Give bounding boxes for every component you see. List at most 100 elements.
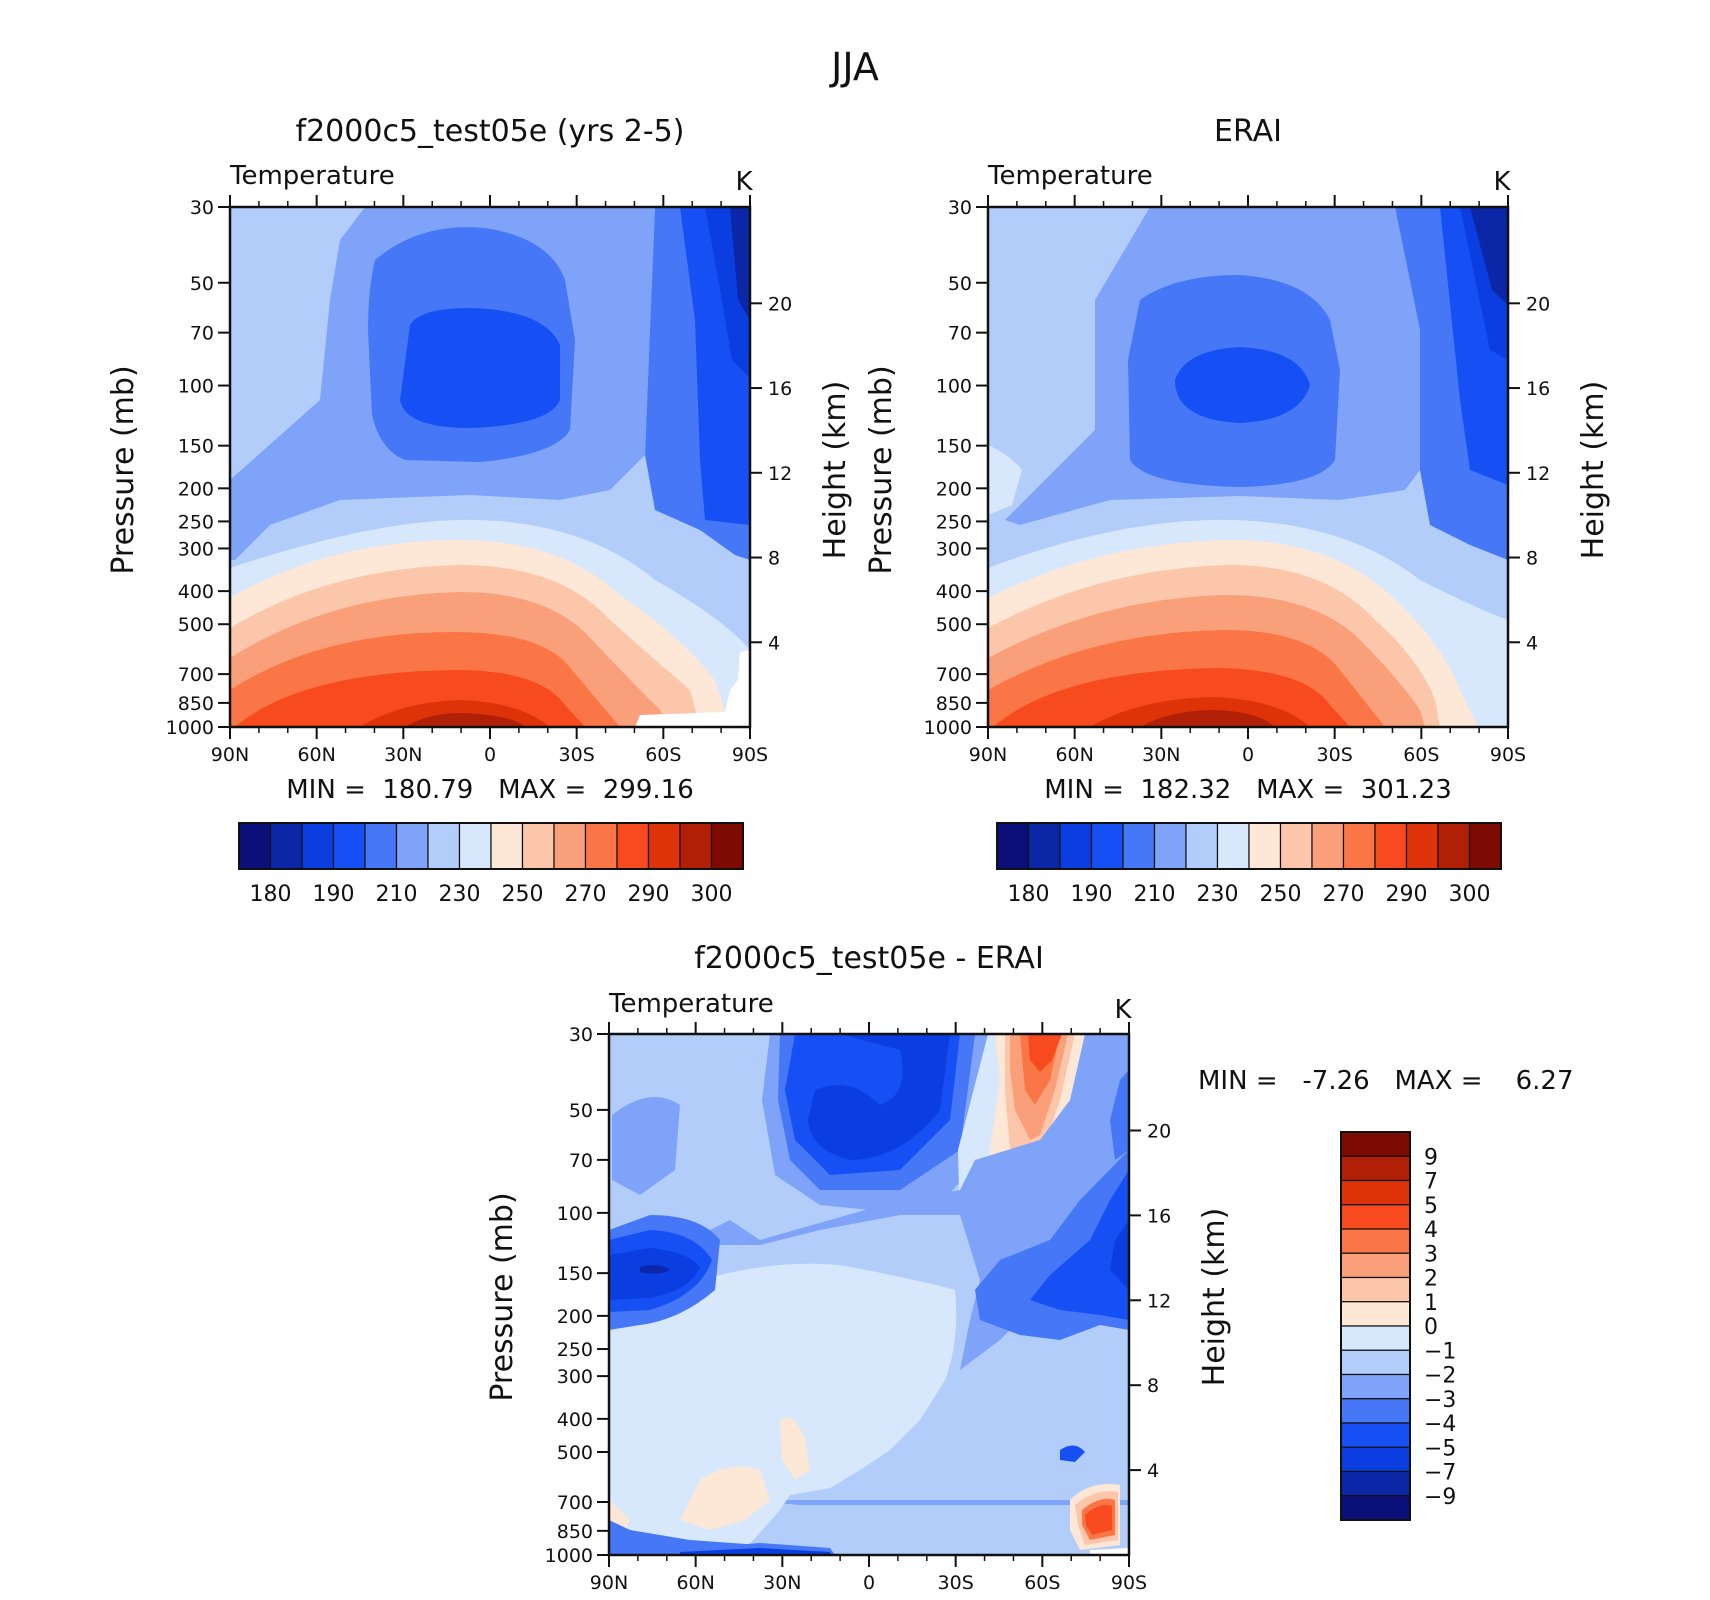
panel-model-stats: MIN = 180.79 MAX = 299.16 <box>286 775 693 805</box>
colorbar-label: −4 <box>1424 1412 1456 1437</box>
colorbar-label: 190 <box>313 882 355 907</box>
colorbar-box <box>1340 1155 1411 1182</box>
x-tick-label: 60S <box>645 744 681 766</box>
colorbar-label: 2 <box>1424 1267 1438 1292</box>
x-tick-label: 60S <box>1024 1572 1060 1594</box>
colorbar-label: 300 <box>1449 882 1491 907</box>
colorbar-box <box>1340 1470 1411 1497</box>
colorbar-box <box>1405 822 1439 870</box>
y-tick-label: 500 <box>936 614 972 636</box>
x-tick-label: 30N <box>1142 744 1180 766</box>
x-tick-label: 60N <box>1055 744 1093 766</box>
colorbar-label: 270 <box>565 882 607 907</box>
colorbar-box <box>1340 1446 1411 1473</box>
colorbar-label: 190 <box>1071 882 1113 907</box>
colorbar-box <box>1340 1422 1411 1448</box>
colorbar-label: 300 <box>691 882 733 907</box>
y-tick-label: 70 <box>569 1150 593 1172</box>
colorbar-label: 290 <box>628 882 670 907</box>
panel-erai-units: K <box>1493 167 1511 197</box>
panel-erai-left-label: Temperature <box>987 161 1153 191</box>
colorbar-frame <box>996 822 1502 870</box>
contour-band <box>680 1548 830 1555</box>
panel-diff: f2000c5_test05e - ERAI Temperature K <box>485 941 1574 1594</box>
x-tick-label: 30S <box>938 1572 974 1594</box>
y-tick-label: 150 <box>178 436 214 458</box>
colorbar-label: 1 <box>1424 1291 1438 1316</box>
y-tick-label: 500 <box>178 614 214 636</box>
colorbar-box <box>647 822 681 870</box>
colorbar-label: −1 <box>1424 1339 1456 1364</box>
contour-band <box>1140 710 1275 727</box>
contour-band <box>400 308 560 428</box>
colorbar-box <box>584 822 618 870</box>
colorbar-label: 4 <box>1424 1218 1438 1243</box>
y-tick-label: 30 <box>569 1024 593 1046</box>
y-right-tick-label: 4 <box>768 632 780 654</box>
colorbar-box <box>395 822 429 870</box>
panel-model-title: f2000c5_test05e (yrs 2-5) <box>296 114 685 149</box>
colorbar-box <box>1090 822 1124 870</box>
y-tick-label: 70 <box>190 323 214 345</box>
y-tick-label: 700 <box>557 1492 593 1514</box>
contour-band <box>405 712 525 727</box>
contour-band <box>1085 1505 1112 1535</box>
colorbar-label: 0 <box>1424 1315 1438 1340</box>
panel-diff-units: K <box>1114 995 1132 1025</box>
contour-band <box>609 1263 957 1555</box>
colorbar-box <box>1185 822 1219 870</box>
panel-erai-colorbar: 180 190 210 230 250 270 290 300 <box>996 822 1502 907</box>
panel-model-units: K <box>735 167 753 197</box>
figure-title: JJA <box>829 45 879 89</box>
panel-erai-stats: MIN = 182.32 MAX = 301.23 <box>1044 775 1451 805</box>
colorbar-box <box>490 822 524 870</box>
colorbar-label: 230 <box>439 882 481 907</box>
colorbar-box <box>1340 1398 1411 1424</box>
colorbar-box <box>1340 1495 1411 1521</box>
y-tick-label: 200 <box>557 1306 593 1328</box>
panel-model: f2000c5_test05e (yrs 2-5) Temperature K … <box>106 114 853 907</box>
y-right-tick-label: 4 <box>1147 1460 1159 1482</box>
colorbar-box <box>1027 822 1061 870</box>
panel-model-ylabel: Pressure (mb) <box>106 365 141 574</box>
y-tick-label: 100 <box>936 376 972 398</box>
x-tick-label: 60N <box>297 744 335 766</box>
y-tick-label: 150 <box>557 1263 593 1285</box>
contour-band <box>609 1248 700 1300</box>
x-tick-label: 90N <box>590 1572 628 1594</box>
colorbar-box <box>553 822 587 870</box>
y-tick-label: 850 <box>936 693 972 715</box>
y-tick-label: 700 <box>936 664 972 686</box>
colorbar-box <box>1059 822 1093 870</box>
colorbar-box <box>1248 822 1282 870</box>
contour-band <box>640 1265 670 1274</box>
missing-data <box>635 650 750 727</box>
colorbar-box <box>1374 822 1408 870</box>
colorbar-box <box>1340 1276 1411 1303</box>
y-right-tick-label: 16 <box>768 378 792 400</box>
y-right-tick-label: 12 <box>1526 463 1550 485</box>
contour-band <box>1030 1170 1129 1320</box>
y-right-tick-label: 4 <box>1526 632 1538 654</box>
y-tick-label: 400 <box>178 581 214 603</box>
panel-diff-ylabel-right: Height (km) <box>1197 1208 1232 1387</box>
contour-band <box>1110 1070 1129 1160</box>
x-tick-label: 30N <box>763 1572 801 1594</box>
y-tick-label: 200 <box>178 478 214 500</box>
panel-diff-contours <box>609 1034 1129 1555</box>
colorbar-label: 250 <box>1260 882 1302 907</box>
colorbar-box <box>1279 822 1313 870</box>
y-right-tick-label: 12 <box>768 463 792 485</box>
y-tick-label: 1000 <box>166 717 214 739</box>
colorbar-frame <box>238 822 744 870</box>
x-tick-label: 30N <box>384 744 422 766</box>
y-tick-label: 300 <box>557 1366 593 1388</box>
x-tick-label: 0 <box>484 744 496 766</box>
colorbar-box <box>1342 822 1376 870</box>
colorbar-box <box>364 822 398 870</box>
contour-band <box>1110 1220 1129 1290</box>
x-tick-label: 60S <box>1403 744 1439 766</box>
colorbar-label: 270 <box>1323 882 1365 907</box>
contour-band <box>988 445 1022 515</box>
